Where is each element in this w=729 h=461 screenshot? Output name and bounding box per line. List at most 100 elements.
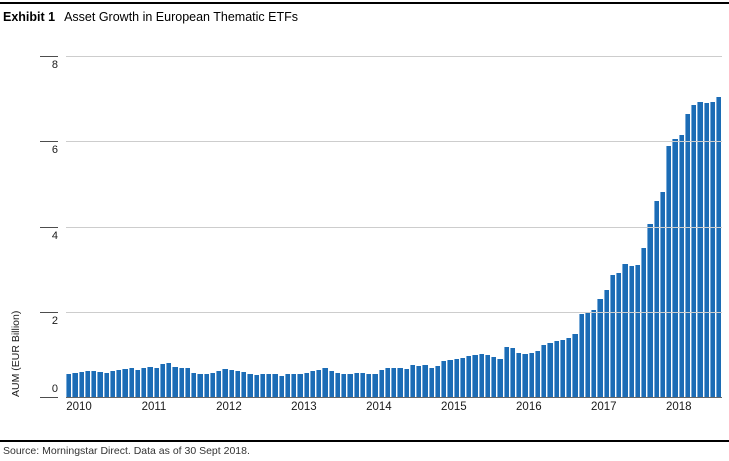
bar-2012-09 [266,374,272,397]
gridline [66,227,722,228]
bar-2012-07 [253,374,259,397]
bar-2017-04 [609,274,615,397]
bar-2018-07 [703,102,709,397]
bar-2012-11 [278,375,284,397]
bar-2015-01 [441,360,447,397]
bar-2016-09 [566,337,572,397]
bar-2010-09 [116,370,122,397]
y-tick [40,312,58,313]
y-tick [40,397,58,398]
y-tick-label: 4 [51,230,58,242]
bar-2013-10 [347,373,353,397]
x-axis: 2010 2011 2012 2013 2014 2015 2016 2017 2018 [66,401,722,417]
chart-title: Asset Growth in European Thematic ETFs [64,10,298,24]
bar-2012-04 [234,371,240,397]
bar-2015-11 [503,346,509,397]
bar-2010-01 [66,373,72,397]
bar-2016-03 [528,353,534,397]
bar-2010-07 [103,372,109,397]
bar-2017-12 [659,192,665,397]
bar-2011-03 [153,367,159,397]
bar-2016-05 [541,345,547,397]
bar-2010-05 [91,370,97,397]
bar-2010-03 [78,372,84,397]
bar-2017-03 [603,289,609,397]
source-note: Source: Morningstar Direct. Data as of 3… [3,445,250,457]
bar-2014-04 [384,367,390,397]
bar-2014-06 [397,367,403,397]
bar-2017-02 [597,298,603,397]
bar-2013-01 [291,373,297,397]
bar-2011-11 [203,373,209,397]
top-rule [0,2,729,4]
bar-2017-05 [616,272,622,397]
bars-container [66,56,722,397]
y-tick [40,56,58,57]
bar-2011-02 [147,367,153,397]
bar-2014-12 [434,366,440,397]
plot-area: 0 2 4 6 8 [40,56,722,398]
chart-header: Exhibit 1 Asset Growth in European Themat… [3,9,298,25]
bar-2016-06 [547,342,553,397]
bar-2013-04 [309,370,315,397]
bar-2011-07 [178,368,184,397]
bar-2015-08 [484,355,490,397]
bar-2017-08 [634,264,640,397]
exhibit-label: Exhibit 1 [3,10,56,24]
y-tick-label: 8 [51,59,58,71]
bar-2017-06 [622,264,628,397]
x-tick-label-2014: 2014 [366,401,392,413]
bar-2011-12 [209,373,215,397]
bar-2018-04 [684,113,690,397]
bar-2018-05 [691,105,697,397]
x-tick-label-2015: 2015 [441,401,467,413]
bar-2018-09 [716,96,722,397]
bar-2013-06 [322,368,328,397]
x-tick-label-2012: 2012 [216,401,242,413]
bar-2011-06 [172,366,178,397]
x-tick-label-2013: 2013 [291,401,317,413]
bar-2010-11 [128,368,134,397]
bar-2010-04 [84,371,90,397]
bar-2011-09 [191,372,197,397]
bar-2012-12 [284,374,290,397]
bar-2014-01 [366,373,372,397]
bar-2011-05 [166,362,172,397]
x-tick-label-2010: 2010 [66,401,92,413]
bar-2011-04 [159,363,165,397]
y-tick-label: 6 [51,144,58,156]
x-tick-label-2018: 2018 [665,401,692,413]
bar-2013-11 [353,373,359,397]
bar-2010-12 [134,369,140,397]
bar-2015-05 [466,356,472,397]
bar-2015-06 [472,355,478,397]
gridline [66,141,722,142]
bar-2010-08 [109,371,115,397]
y-tick [40,141,58,142]
gridline [66,312,722,313]
bar-2014-05 [391,367,397,397]
bar-2015-07 [478,354,484,397]
bar-2016-12 [584,312,590,397]
bar-2014-08 [409,365,415,397]
bar-2014-10 [422,364,428,397]
bar-2013-12 [359,373,365,397]
bar-2016-11 [578,314,584,397]
bar-2012-08 [259,374,265,397]
bar-2017-01 [591,310,597,397]
x-tick-label-2016: 2016 [516,401,542,413]
bar-2013-03 [303,373,309,397]
bar-2013-08 [334,373,340,397]
x-tick-label-2017: 2017 [591,401,617,413]
bar-2011-08 [184,367,190,397]
footer-rule [0,440,729,442]
bar-2011-01 [141,368,147,397]
y-tick-label: 0 [51,383,58,395]
bar-2015-10 [497,358,503,397]
bar-2015-02 [447,359,453,397]
bar-2017-09 [641,247,647,397]
bar-2013-02 [297,373,303,397]
bar-2017-10 [647,223,653,397]
gridline [66,56,722,57]
